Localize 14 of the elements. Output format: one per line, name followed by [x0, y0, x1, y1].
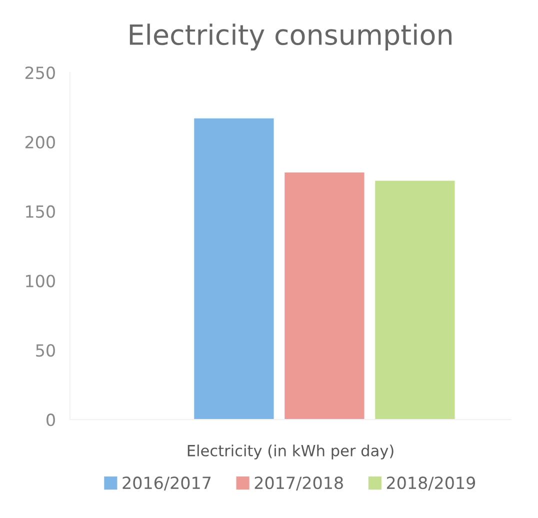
bar	[375, 180, 455, 420]
bar	[194, 118, 274, 420]
y-tick-label: 0	[46, 414, 55, 426]
legend-label: 2017/2018	[254, 476, 343, 490]
y-tick-label: 100	[26, 274, 55, 288]
x-axis-title: Electricity (in kWh per day)	[188, 444, 394, 460]
y-tick-label: 200	[25, 136, 55, 148]
chart-title: Electricity consumption	[130, 24, 452, 51]
legend-label: 2016/2017	[122, 476, 211, 490]
y-tick-label: 150	[26, 205, 55, 218]
legend-label: 2018/2019	[386, 476, 476, 490]
y-tick-label: 250	[25, 66, 55, 80]
bar	[284, 172, 364, 420]
y-tick-label: 50	[36, 344, 55, 357]
